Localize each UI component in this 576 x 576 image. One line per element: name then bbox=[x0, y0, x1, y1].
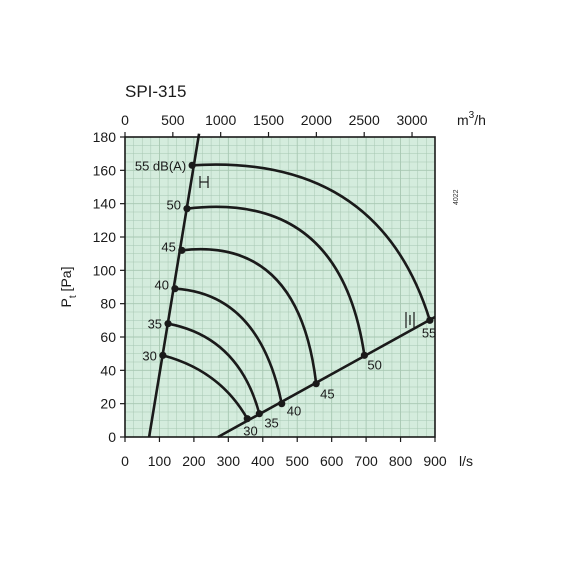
curve-right-label-40: 40 bbox=[287, 404, 301, 419]
x-tick-label: 300 bbox=[217, 453, 241, 469]
curve-right-label-55: 55 bbox=[422, 325, 436, 340]
curve-end-point-55 bbox=[426, 316, 434, 324]
x-tick-label: 800 bbox=[389, 453, 413, 469]
x2-tick-label: 1000 bbox=[205, 112, 236, 128]
sound-curve-40 bbox=[174, 287, 283, 404]
x2-axis-label-sup: 3 bbox=[469, 110, 475, 121]
top-curve-label: 55 dB(A) bbox=[135, 158, 186, 173]
x-tick-label: 0 bbox=[121, 453, 129, 469]
curve-end-point-40 bbox=[278, 400, 286, 408]
x-tick-label: 100 bbox=[148, 453, 172, 469]
x-tick-label: 200 bbox=[182, 453, 206, 469]
curve-start-point-45 bbox=[178, 246, 186, 254]
y-tick-label: 40 bbox=[100, 362, 116, 378]
y-axis-label-sub: t bbox=[68, 295, 79, 298]
curve-left-label-35: 35 bbox=[148, 317, 162, 332]
x2-axis-label: m3/h bbox=[457, 110, 486, 128]
y-tick-label: 120 bbox=[93, 229, 117, 245]
sound-curve-55 bbox=[192, 163, 432, 321]
x-tick-label: 500 bbox=[286, 453, 310, 469]
y-axis-label-main: P bbox=[58, 298, 74, 307]
sound-curve-50 bbox=[186, 205, 366, 356]
y-tick-label: 80 bbox=[100, 296, 116, 312]
y-axis-label-tail: [Pa] bbox=[58, 267, 74, 296]
curve-start-point-50 bbox=[183, 205, 191, 213]
y-tick-label: 140 bbox=[93, 196, 117, 212]
curve-end-point-45 bbox=[312, 380, 320, 388]
sound-curve-45 bbox=[181, 247, 318, 384]
y-tick-label: 160 bbox=[93, 162, 117, 178]
sound-curve-35 bbox=[167, 322, 261, 415]
bracket-symbol-right bbox=[405, 312, 415, 328]
operating-limit-line-right bbox=[217, 315, 436, 439]
x2-tick-label: 2500 bbox=[349, 112, 380, 128]
x2-tick-label: 500 bbox=[161, 112, 185, 128]
x-tick-label: 900 bbox=[423, 453, 447, 469]
curve-right-label-45: 45 bbox=[320, 387, 334, 402]
curve-end-point-30 bbox=[243, 415, 251, 423]
bracket-symbol-top bbox=[199, 176, 209, 188]
curve-start-point-30 bbox=[159, 351, 167, 359]
chart-title: SPI-315 bbox=[125, 82, 186, 101]
x2-axis-label-main: m bbox=[457, 112, 469, 128]
y-tick-label: 100 bbox=[93, 262, 117, 278]
x-tick-label: 700 bbox=[354, 453, 378, 469]
curve-right-label-30: 30 bbox=[243, 424, 257, 439]
x-tick-label: 400 bbox=[251, 453, 275, 469]
curve-left-label-30: 30 bbox=[142, 348, 156, 363]
curve-right-label-35: 35 bbox=[264, 416, 278, 431]
x2-tick-label: 1500 bbox=[253, 112, 284, 128]
curve-left-label-50: 50 bbox=[167, 198, 181, 213]
curve-left-label-40: 40 bbox=[154, 278, 168, 293]
diagram-code: 4022 bbox=[453, 189, 460, 205]
curve-left-label-45: 45 bbox=[161, 239, 175, 254]
x-axis-label: l/s bbox=[459, 453, 473, 469]
curve-end-point-35 bbox=[255, 410, 263, 418]
curve-start-point-55 bbox=[188, 161, 196, 169]
curve-right-label-50: 50 bbox=[367, 357, 381, 372]
x2-axis-label-tail: /h bbox=[474, 112, 486, 128]
sound-curve-30 bbox=[162, 354, 249, 420]
y-axis-label: Pt [Pa] bbox=[58, 267, 79, 308]
x2-tick-label: 2000 bbox=[301, 112, 332, 128]
y-tick-label: 60 bbox=[100, 329, 116, 345]
y-tick-label: 180 bbox=[93, 129, 117, 145]
y-tick-label: 20 bbox=[100, 396, 116, 412]
x-tick-label: 600 bbox=[320, 453, 344, 469]
curve-start-point-35 bbox=[164, 320, 172, 328]
curve-end-point-50 bbox=[360, 351, 368, 359]
curve-start-point-40 bbox=[171, 285, 179, 293]
x2-tick-label: 3000 bbox=[396, 112, 427, 128]
plot-border bbox=[124, 136, 436, 438]
y-tick-label: 0 bbox=[108, 429, 116, 445]
x2-tick-label: 0 bbox=[121, 112, 129, 128]
